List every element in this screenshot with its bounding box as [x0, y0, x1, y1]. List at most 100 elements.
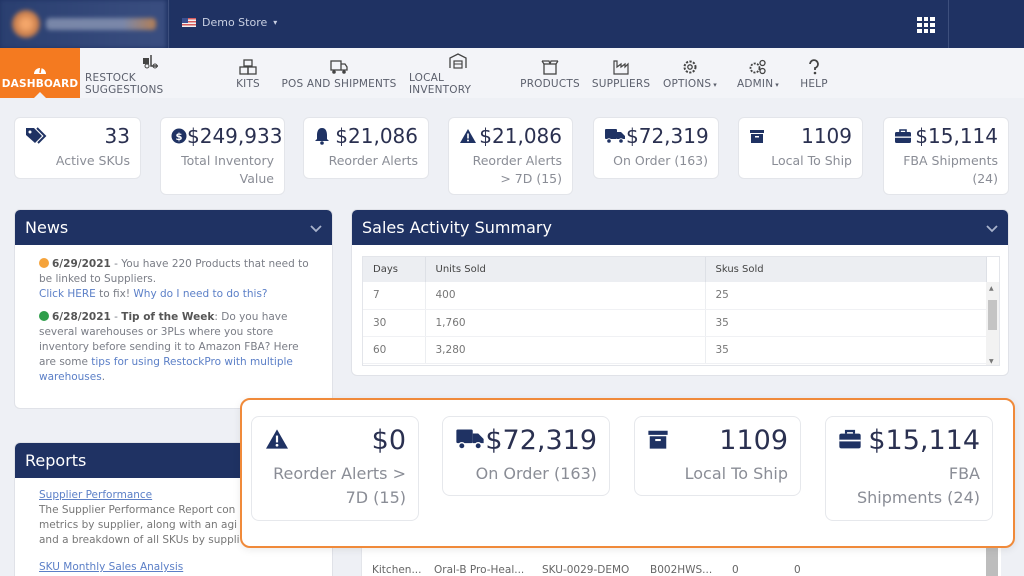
stat-label: On Order (163): [613, 153, 708, 168]
warning-circle-icon: [39, 258, 49, 268]
stat-value: $15,114: [915, 124, 998, 148]
briefcase-icon: [838, 428, 862, 454]
stat-card-fba-shipments[interactable]: $15,114 FBA Shipments (24): [883, 117, 1009, 195]
callout-card-local-to-ship[interactable]: 1109 Local To Ship: [634, 416, 801, 496]
column-header-units-sold[interactable]: Units Sold: [425, 257, 706, 282]
bell-icon: [314, 127, 330, 145]
sku-monthly-sales-link[interactable]: SKU Monthly Sales Analysis: [39, 561, 184, 573]
box-open-icon: [541, 57, 559, 75]
warehouse-icon: [449, 51, 467, 69]
stat-label: Reorder Alerts: [328, 153, 418, 168]
briefcase-icon: [894, 128, 912, 144]
question-icon: [808, 57, 820, 75]
nav-suppliers[interactable]: SUPPLIERS: [588, 48, 654, 98]
nav-dashboard[interactable]: DASHBOARD: [0, 48, 80, 98]
main-nav: DASHBOARD RESTOCK SUGGESTIONS KITS POS A…: [0, 48, 1024, 98]
gauge-icon: [33, 57, 47, 75]
store-label: Demo Store: [202, 16, 268, 29]
stat-value: 1109: [801, 124, 852, 148]
sku-link[interactable]: SKU-0029-DEMO: [542, 564, 630, 576]
top-bar: Demo Store ▾: [0, 0, 1024, 48]
news-body: 6/29/2021 - You have 220 Products that n…: [15, 245, 332, 385]
check-circle-icon: [39, 311, 49, 321]
sales-table: Days Units Sold Skus Sold 7 400 25 30 1,760…: [362, 256, 1000, 366]
lower-table-scrollbar[interactable]: [986, 540, 998, 576]
boxes-icon: [239, 57, 257, 75]
us-flag-icon: [182, 18, 196, 27]
factory-icon: [612, 57, 630, 75]
tags-icon: [25, 127, 47, 145]
divider: [168, 0, 169, 48]
chevron-down-icon: ▾: [775, 80, 779, 89]
stat-label: Reorder Alerts > 7D (15): [472, 153, 562, 186]
brand-logo[interactable]: [0, 0, 166, 48]
stat-value: $72,319: [626, 124, 709, 148]
truck-icon: [604, 128, 626, 144]
news-panel-header: News: [15, 210, 332, 245]
report-description: The Supplier Performance Report con metr…: [39, 504, 240, 546]
scroll-down-arrow-icon[interactable]: ▼: [989, 358, 994, 365]
chevron-down-icon[interactable]: [986, 218, 998, 237]
sales-activity-panel: Sales Activity Summary Days Units Sold S…: [351, 209, 1009, 376]
stat-card-on-order[interactable]: $72,319 On Order (163): [593, 117, 719, 179]
reports-body: Supplier Performance The Supplier Perfor…: [15, 478, 332, 575]
nav-help[interactable]: HELP: [790, 48, 838, 98]
stat-label: Local To Ship: [771, 153, 852, 168]
apps-grid-button[interactable]: [917, 17, 935, 33]
stat-card-reorder-alerts-7d[interactable]: $21,086 Reorder Alerts > 7D (15): [448, 117, 573, 195]
store-selector[interactable]: Demo Store ▾: [182, 16, 277, 29]
callout-value: 1109: [719, 425, 788, 456]
nav-restock-suggestions[interactable]: RESTOCK SUGGESTIONS: [80, 48, 222, 98]
stat-card-active-skus[interactable]: 33 Active SKUs: [14, 117, 141, 179]
archive-icon: [749, 128, 765, 144]
panel-title: Reports: [25, 451, 87, 470]
gears-icon: [749, 57, 767, 75]
callout-card-reorder-alerts-7d[interactable]: $0 Reorder Alerts >7D (15): [251, 416, 419, 521]
stat-card-total-inventory-value[interactable]: $ $249,933 Total Inventory Value: [160, 117, 285, 195]
stat-value: $21,086: [335, 124, 418, 148]
warning-icon: [459, 128, 477, 144]
warning-icon: [264, 428, 290, 454]
nav-kits[interactable]: KITS: [222, 48, 274, 98]
nav-local-inventory[interactable]: LOCAL INVENTORY: [404, 48, 512, 98]
callout-card-on-order[interactable]: $72,319 On Order (163): [442, 416, 610, 496]
divider: [948, 0, 949, 48]
stat-value: 33: [104, 124, 130, 148]
table-scrollbar[interactable]: ▲ ▼: [986, 282, 999, 365]
column-header-skus-sold[interactable]: Skus Sold: [705, 257, 987, 282]
table-row: 60 3,280 35: [363, 336, 987, 364]
why-link[interactable]: Why do I need to do this?: [133, 288, 268, 300]
table-row: 30 1,760 35: [363, 309, 987, 337]
callout-card-fba-shipments[interactable]: $15,114 FBA Shipments (24): [825, 416, 993, 521]
callout-value: $15,114: [868, 425, 980, 456]
panel-title: News: [25, 218, 69, 237]
chevron-down-icon[interactable]: [310, 218, 322, 237]
chevron-down-icon: ▾: [273, 18, 278, 27]
svg-text:$: $: [176, 132, 183, 143]
nav-pos-and-shipments[interactable]: POS AND SHIPMENTS: [274, 48, 404, 98]
panel-title: Sales Activity Summary: [362, 218, 552, 237]
sales-panel-header: Sales Activity Summary: [352, 210, 1008, 245]
dollar-circle-icon: $: [171, 128, 187, 144]
truck-icon: [330, 57, 348, 75]
supplier-performance-link[interactable]: Supplier Performance: [39, 489, 153, 501]
callout-label: FBA Shipments (24): [856, 464, 980, 507]
stat-value: $21,086: [479, 124, 562, 148]
nav-products[interactable]: PRODUCTS: [512, 48, 588, 98]
nav-admin[interactable]: ADMIN ▾: [726, 48, 790, 98]
callout-label: On Order (163): [475, 464, 597, 483]
callout-label: Reorder Alerts >7D (15): [273, 464, 406, 507]
column-header-days[interactable]: Days: [363, 257, 426, 282]
stat-card-local-to-ship[interactable]: 1109 Local To Ship: [738, 117, 863, 179]
stat-card-reorder-alerts[interactable]: $21,086 Reorder Alerts: [303, 117, 429, 179]
stat-value: $249,933: [187, 124, 283, 148]
news-panel: News 6/29/2021 - You have 220 Products t…: [14, 209, 333, 409]
scrollbar-thumb[interactable]: [988, 300, 997, 330]
callout-value: $72,319: [485, 425, 597, 456]
fix-link[interactable]: Click HERE: [39, 288, 96, 300]
nav-options[interactable]: OPTIONS ▾: [654, 48, 726, 98]
archive-icon: [647, 428, 669, 454]
tips-link[interactable]: tips for using RestockPro with multiple …: [39, 356, 293, 383]
stat-label: FBA Shipments (24): [903, 153, 998, 186]
scroll-up-arrow-icon[interactable]: ▲: [989, 285, 994, 292]
